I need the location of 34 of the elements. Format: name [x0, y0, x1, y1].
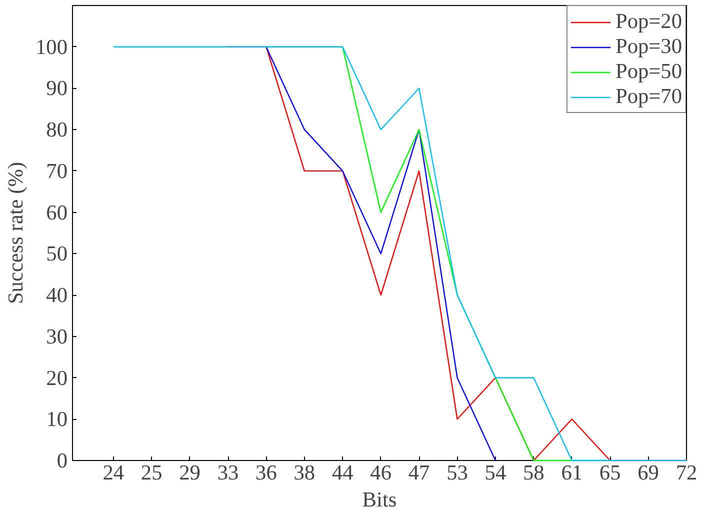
x-tick-label: 47 [408, 460, 430, 484]
x-tick-label: 44 [332, 460, 354, 484]
legend-label: Pop=70 [615, 84, 682, 109]
x-tick-label: 46 [370, 460, 392, 484]
y-tick-label: 30 [46, 324, 68, 348]
y-axis-title: Success rate (%) [4, 162, 28, 304]
y-tick-label: 50 [46, 242, 68, 266]
x-tick-label: 38 [294, 460, 316, 484]
x-tick-label: 29 [179, 460, 200, 484]
y-tick-label: 20 [46, 366, 68, 390]
y-tick-label: 60 [46, 200, 68, 224]
y-tick-label: 40 [46, 283, 68, 308]
y-tick-label: 10 [46, 407, 68, 432]
x-tick-label: 25 [140, 460, 162, 484]
x-axis-title: Bits [362, 488, 397, 512]
x-tick-label: 36 [256, 460, 278, 484]
x-tick-label: 61 [561, 460, 583, 484]
x-tick-label: 53 [446, 460, 468, 484]
legend-label: Pop=20 [615, 9, 682, 34]
y-tick-label: 70 [46, 158, 68, 183]
y-tick-label: 90 [46, 76, 68, 100]
y-tick-label: 0 [56, 448, 68, 472]
x-tick-label: 54 [484, 460, 506, 484]
line-series [266, 46, 496, 462]
legend-label: Pop=30 [615, 34, 682, 59]
x-tick-label: 33 [217, 460, 239, 484]
y-tick-label: 100 [36, 34, 68, 59]
x-tick-label: 24 [102, 460, 124, 484]
x-tick-label: 65 [599, 460, 621, 484]
x-tick-label: 69 [638, 460, 659, 484]
y-tick-label: 80 [46, 118, 68, 142]
x-tick-label: 58 [523, 460, 544, 484]
legend-label: Pop=50 [615, 59, 682, 84]
x-tick-label: 72 [676, 460, 698, 484]
